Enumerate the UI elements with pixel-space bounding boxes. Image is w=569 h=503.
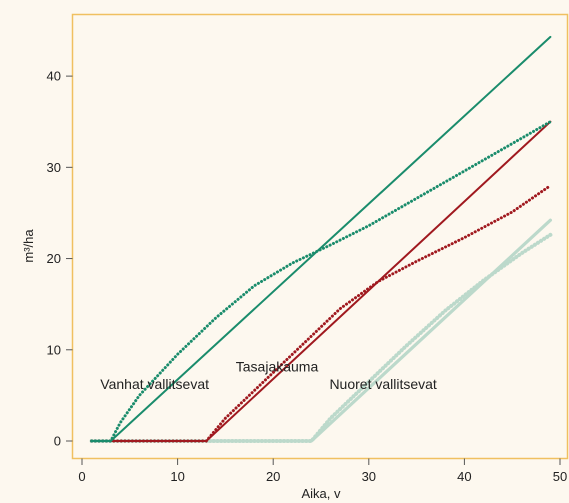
y-tick-label: 30 bbox=[47, 160, 61, 175]
x-axis: 0 10 20 30 40 50 bbox=[78, 458, 567, 484]
x-tick-label: 0 bbox=[78, 469, 85, 484]
annotation-label-0: Vanhat vallitsevat bbox=[100, 376, 209, 392]
annotation-label-2: Nuoret vallitsevat bbox=[329, 376, 436, 392]
series-layer bbox=[89, 35, 553, 443]
y-axis: 0 10 20 30 40 bbox=[47, 69, 73, 449]
series-line-1 bbox=[90, 120, 552, 443]
annotation-layer: Vanhat vallitsevat Tasajakauma Nuoret vall… bbox=[100, 359, 437, 392]
y-tick-label: 20 bbox=[47, 251, 61, 266]
series-line-5 bbox=[89, 232, 553, 443]
x-tick-label: 50 bbox=[553, 469, 567, 484]
y-axis-label: m³/ha bbox=[21, 229, 36, 263]
annotation-label-1: Tasajakauma bbox=[236, 359, 319, 375]
x-tick-label: 20 bbox=[266, 469, 280, 484]
x-tick-label: 40 bbox=[457, 469, 471, 484]
plot-frame bbox=[71, 13, 569, 460]
x-tick-label: 10 bbox=[170, 469, 184, 484]
y-tick-label: 40 bbox=[47, 69, 61, 84]
series-line-3 bbox=[90, 184, 552, 443]
y-tick-label: 0 bbox=[54, 434, 61, 449]
x-tick-label: 30 bbox=[362, 469, 376, 484]
y-tick-label: 10 bbox=[47, 342, 61, 357]
x-axis-label: Aika, v bbox=[301, 486, 341, 501]
